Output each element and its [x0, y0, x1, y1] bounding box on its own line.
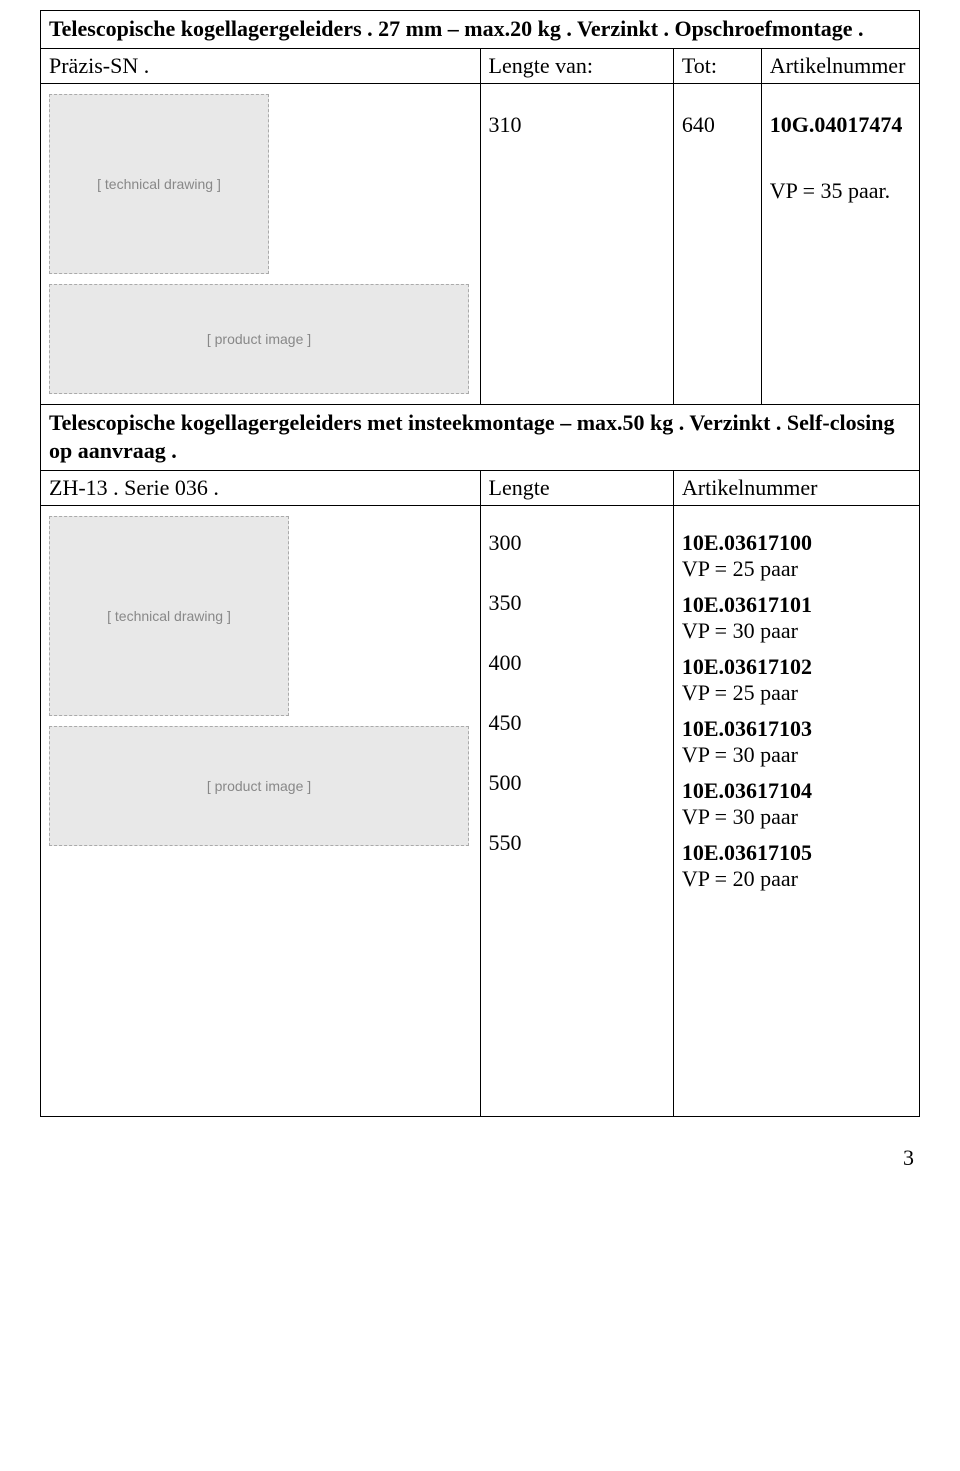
- section2-article-vp: VP = 30 paar: [682, 742, 911, 768]
- section2-length-value: 450: [489, 710, 665, 736]
- section2-col-article: Artikelnummer: [673, 470, 919, 505]
- diagram-section2-rails: [ product image ]: [49, 726, 469, 846]
- section2-length-value: 300: [489, 530, 665, 556]
- section1-col-article: Artikelnummer: [761, 48, 919, 83]
- section2-article-code: 10E.03617105: [682, 840, 911, 866]
- section2-article-vp: VP = 30 paar: [682, 618, 911, 644]
- section2-article-vp: VP = 20 paar: [682, 866, 911, 892]
- section2-article-entry: 10E.03617105VP = 20 paar: [682, 840, 911, 892]
- diagram-section1-profile: [ technical drawing ]: [49, 94, 269, 274]
- catalog-table: Telescopische kogellagergeleiders . 27 m…: [40, 10, 920, 1117]
- diagram-section1-rails: [ product image ]: [49, 284, 469, 394]
- section1-length-to: 640: [682, 88, 753, 138]
- section1-article-cell: 10G.04017474 VP = 35 paar.: [761, 83, 919, 404]
- section2-row-label: ZH-13 . Serie 036 .: [41, 470, 481, 505]
- page-number: 3: [40, 1145, 920, 1171]
- section2-articles-cell: 10E.03617100VP = 25 paar10E.03617101VP =…: [673, 505, 919, 1116]
- section2-article-code: 10E.03617104: [682, 778, 911, 804]
- section1-image-cell: [ technical drawing ] [ product image ]: [41, 83, 481, 404]
- section2-image-cell: [ technical drawing ] [ product image ]: [41, 505, 481, 1116]
- section2-article-entry: 10E.03617104VP = 30 paar: [682, 778, 911, 830]
- section2-article-vp: VP = 25 paar: [682, 680, 911, 706]
- section1-col-length-from: Lengte van:: [480, 48, 673, 83]
- section2-article-entry: 10E.03617102VP = 25 paar: [682, 654, 911, 706]
- section2-article-vp: VP = 25 paar: [682, 556, 911, 582]
- section1-length-to-cell: 640: [673, 83, 761, 404]
- section2-lengths-cell: 300 350 400 450 500 550: [480, 505, 673, 1116]
- section2-article-code: 10E.03617101: [682, 592, 911, 618]
- section2-title: Telescopische kogellagergeleiders met in…: [41, 404, 920, 470]
- section2-article-code: 10E.03617103: [682, 716, 911, 742]
- section2-article-entry: 10E.03617103VP = 30 paar: [682, 716, 911, 768]
- section2-col-length: Lengte: [480, 470, 673, 505]
- section2-length-value: 500: [489, 770, 665, 796]
- section2-length-value: 550: [489, 830, 665, 856]
- section2-article-entry: 10E.03617100VP = 25 paar: [682, 530, 911, 582]
- section2-length-value: 400: [489, 650, 665, 676]
- section2-article-code: 10E.03617102: [682, 654, 911, 680]
- section2-article-entry: 10E.03617101VP = 30 paar: [682, 592, 911, 644]
- diagram-section2-profile: [ technical drawing ]: [49, 516, 289, 716]
- section1-article-code: 10G.04017474: [770, 88, 911, 138]
- section2-article-vp: VP = 30 paar: [682, 804, 911, 830]
- section1-length-from-cell: 310: [480, 83, 673, 404]
- section1-length-from: 310: [489, 88, 665, 138]
- section1-row-label: Präzis-SN .: [41, 48, 481, 83]
- section1-title: Telescopische kogellagergeleiders . 27 m…: [41, 11, 920, 49]
- section2-article-code: 10E.03617100: [682, 530, 911, 556]
- section1-col-to: Tot:: [673, 48, 761, 83]
- section2-length-value: 350: [489, 590, 665, 616]
- section1-vp: VP = 35 paar.: [770, 178, 911, 204]
